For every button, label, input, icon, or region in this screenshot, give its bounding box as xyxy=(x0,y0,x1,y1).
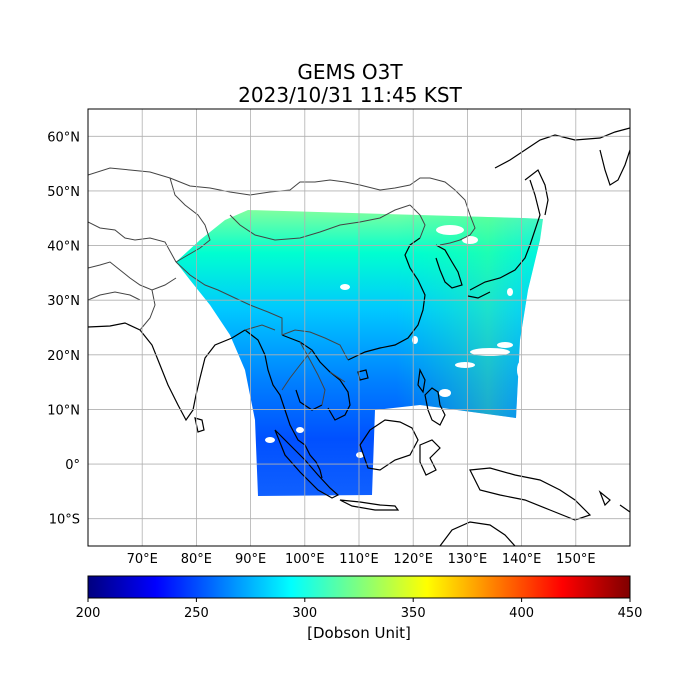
longitude-tick-label: 90°E xyxy=(235,552,266,567)
longitude-tick-label: 150°E xyxy=(556,552,596,567)
map-frame xyxy=(87,108,631,547)
graticule-grid xyxy=(88,109,630,546)
colorbar-tick-label: 300 xyxy=(292,606,317,621)
latitude-tick-label: 10°N xyxy=(47,403,80,418)
colorbar xyxy=(87,575,631,599)
colorbar-label: [Dobson Unit] xyxy=(307,624,411,642)
longitude-tick-labels: 70°E 80°E 90°E 100°E 110°E 120°E 130°E 140°E 150… xyxy=(127,552,596,567)
longitude-tick-label: 100°E xyxy=(285,552,325,567)
cloud-gaps xyxy=(265,225,523,458)
map-title: GEMS O3T xyxy=(297,60,403,84)
coastlines xyxy=(88,127,630,546)
latitude-tick-label: 50°N xyxy=(47,185,80,200)
colorbar-tick-label: 250 xyxy=(184,606,209,621)
latitude-tick-label: 60°N xyxy=(47,130,80,145)
map-subtitle: 2023/10/31 11:45 KST xyxy=(238,83,462,107)
colorbar-tick-label: 400 xyxy=(509,606,534,621)
colorbar-ticks: 200 250 300 350 400 450 xyxy=(76,598,643,621)
latitude-tick-labels: 60°N 50°N 40°N 30°N 20°N 10°N 0° 10°S xyxy=(47,130,80,527)
longitude-tick-label: 130°E xyxy=(448,552,488,567)
longitude-tick-label: 140°E xyxy=(502,552,542,567)
colorbar-tick-label: 450 xyxy=(618,606,643,621)
latitude-tick-label: 20°N xyxy=(47,349,80,364)
latitude-tick-label: 40°N xyxy=(47,240,80,255)
colorbar-tick-label: 350 xyxy=(401,606,426,621)
longitude-tick-label: 110°E xyxy=(339,552,379,567)
latitude-tick-label: 30°N xyxy=(47,294,80,309)
longitude-tick-label: 70°E xyxy=(127,552,158,567)
longitude-tick-label: 80°E xyxy=(181,552,212,567)
latitude-tick-label: 0° xyxy=(65,458,80,473)
latitude-tick-label: 10°S xyxy=(49,513,80,528)
longitude-tick-label: 120°E xyxy=(393,552,433,567)
ozone-field-highlight xyxy=(176,210,543,496)
country-borders xyxy=(88,167,476,406)
colorbar-tick-label: 200 xyxy=(76,606,101,621)
